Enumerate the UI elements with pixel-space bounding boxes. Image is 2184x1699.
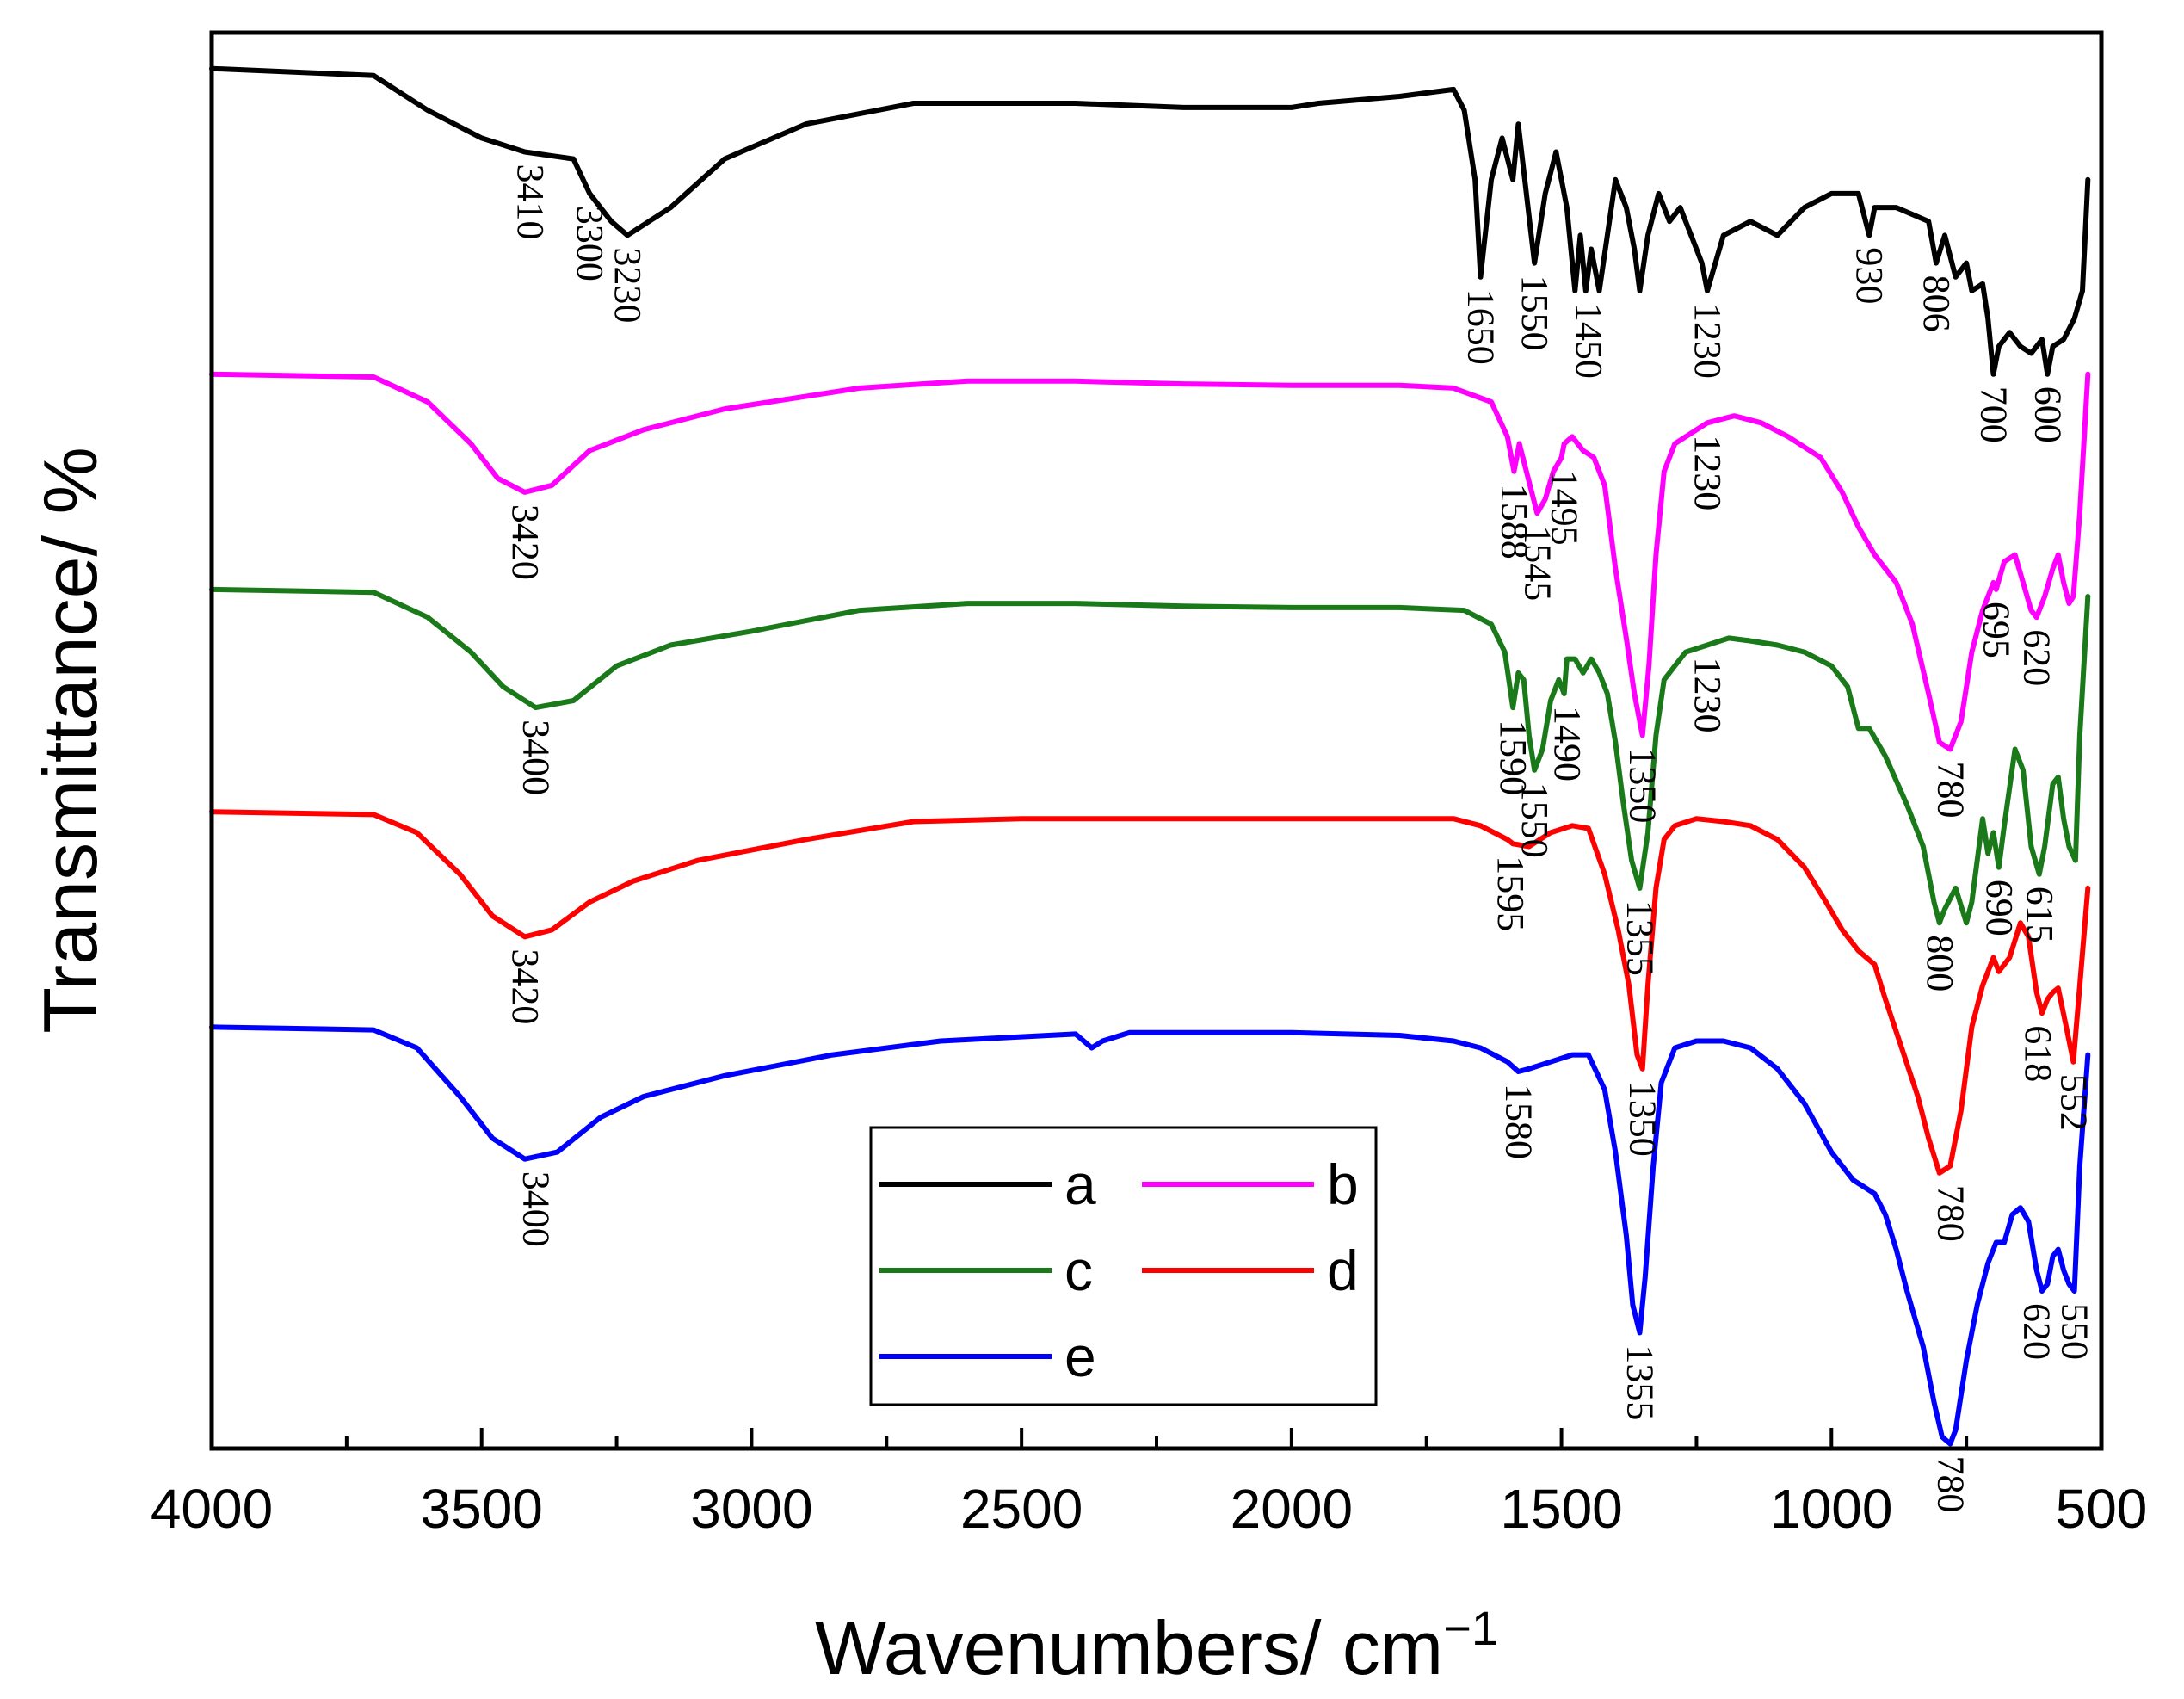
peak-label-a-930: 930: [1848, 247, 1891, 304]
peak-label-e-780: 780: [1929, 1456, 1971, 1513]
peak-label-a-600: 600: [2027, 386, 2069, 443]
peak-label-d-780: 780: [1929, 1185, 1971, 1242]
legend: a b c d e: [869, 1126, 1378, 1406]
peak-label-e-620: 620: [2016, 1303, 2058, 1360]
peak-label-e-550: 550: [2054, 1303, 2096, 1360]
series-line-e: [209, 1024, 2091, 1447]
peak-label-a-1550: 1550: [1514, 275, 1556, 351]
peak-label-d-552: 552: [2052, 1074, 2095, 1131]
peak-label-b-1545: 1545: [1516, 525, 1558, 601]
peak-label-a-806: 806: [1916, 275, 1958, 332]
x-tick-label: 500: [2056, 1478, 2148, 1540]
peak-label-a-1650: 1650: [1460, 289, 1502, 365]
peak-label-c-1230: 1230: [1687, 658, 1729, 733]
peak-label-b-1230: 1230: [1687, 435, 1729, 510]
peak-label-b-1350: 1350: [1622, 747, 1664, 823]
y-axis-title: Transmittance/ %: [28, 447, 113, 1033]
peak-label-b-780: 780: [1929, 762, 1971, 819]
x-axis-title: Wavenumbers/ cm−1: [815, 1601, 1498, 1690]
peak-label-d-1350: 1350: [1622, 1081, 1664, 1157]
peak-label-a-3230: 3230: [607, 247, 649, 323]
peak-label-e-1355: 1355: [1619, 1344, 1662, 1420]
x-tick-label: 2000: [1231, 1478, 1353, 1540]
series-layer: [209, 65, 2091, 1447]
x-tick-label: 1000: [1770, 1478, 1892, 1540]
legend-box: [869, 1126, 1378, 1406]
x-tick-label: 3000: [690, 1478, 812, 1540]
peak-label-d-3420: 3420: [504, 948, 546, 1024]
peak-label-e-1580: 1580: [1497, 1084, 1539, 1159]
peak-label-c-1355: 1355: [1619, 900, 1662, 976]
peak-label-c-3400: 3400: [515, 720, 558, 795]
peak-label-a-700: 700: [1973, 386, 2015, 443]
x-tick-label: 3500: [421, 1478, 543, 1540]
x-tick-label: 2500: [960, 1478, 1083, 1540]
series-line-d: [209, 809, 2091, 1176]
peak-label-a-3300: 3300: [569, 206, 611, 281]
peak-label-c-615: 615: [2019, 887, 2061, 943]
peak-label-a-1230: 1230: [1687, 303, 1729, 379]
peak-label-d-1595: 1595: [1490, 856, 1532, 931]
peak-label-c-1490: 1490: [1546, 706, 1589, 782]
peak-label-d-618: 618: [2017, 1025, 2059, 1082]
peak-label-a-3410: 3410: [509, 164, 552, 240]
x-axis-unit-superscript: −1: [1443, 1601, 1498, 1655]
series-line-b: [209, 371, 2091, 752]
series-line-c: [209, 586, 2091, 926]
peak-label-c-800: 800: [1919, 935, 1961, 992]
legend-label-b: b: [1327, 1152, 1359, 1216]
legend-label-a: a: [1064, 1152, 1096, 1216]
peak-label-c-1590: 1590: [1492, 720, 1534, 795]
peak-label-b-620: 620: [2016, 629, 2058, 686]
peak-label-b-3420: 3420: [504, 504, 546, 580]
peak-label-b-1495: 1495: [1544, 470, 1586, 546]
peak-label-c-690: 690: [1978, 880, 2021, 936]
legend-label-d: d: [1327, 1239, 1359, 1302]
series-line-a: [209, 65, 2091, 377]
x-axis-ticks: 4000 3500 3000 2500 2000 1500 1000 500: [151, 1428, 2148, 1540]
legend-label-c: c: [1064, 1239, 1093, 1302]
legend-label-e: e: [1064, 1325, 1096, 1388]
peak-label-b-695: 695: [1976, 602, 2018, 658]
x-tick-label: 4000: [151, 1478, 273, 1540]
peak-label-e-3400: 3400: [515, 1171, 558, 1247]
x-tick-label: 1500: [1500, 1478, 1622, 1540]
peak-label-c-1550: 1550: [1514, 782, 1556, 858]
peak-label-b-1588: 1588: [1493, 484, 1535, 559]
peak-label-a-1450: 1450: [1568, 303, 1610, 379]
